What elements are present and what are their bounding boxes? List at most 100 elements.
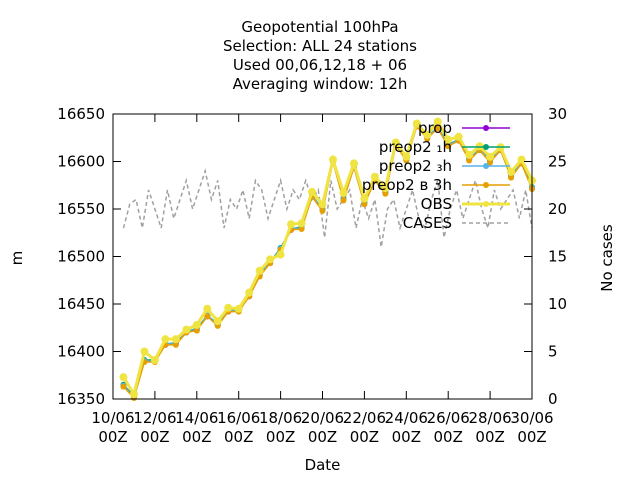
series-point — [412, 119, 421, 128]
series-point — [213, 317, 222, 326]
series-point — [204, 313, 211, 320]
x-tick-label: 10/06 — [91, 409, 134, 427]
series-point — [318, 200, 327, 209]
series-point — [255, 266, 264, 275]
legend-label: prop — [418, 119, 452, 137]
x-tick-label: 24/06 — [385, 409, 428, 427]
series-point — [339, 188, 348, 197]
series-point — [140, 347, 149, 356]
y2-tick-label: 0 — [548, 390, 558, 408]
series-point — [381, 184, 390, 193]
x-tick-sublabel: 00Z — [182, 428, 211, 446]
x-tick-label: 26/06 — [427, 409, 470, 427]
series-point — [465, 150, 474, 159]
x-tick-sublabel: 00Z — [517, 428, 546, 446]
legend-marker — [483, 201, 489, 207]
series-point — [182, 325, 191, 334]
x-tick-label: 18/06 — [259, 409, 302, 427]
series-point — [266, 255, 275, 264]
series-point — [319, 207, 326, 214]
series-point — [234, 304, 243, 313]
x-tick-label: 16/06 — [217, 409, 260, 427]
series-4 — [119, 117, 536, 399]
y2-tick-label: 10 — [548, 295, 567, 313]
y-tick-label: 16650 — [57, 105, 105, 123]
x-tick-sublabel: 00Z — [350, 428, 379, 446]
series-point — [454, 132, 463, 141]
series-0 — [120, 123, 535, 401]
legend-label: preop2 ₃h — [379, 157, 452, 175]
series-lines — [119, 117, 536, 402]
series-point — [349, 159, 358, 168]
series-point — [382, 190, 389, 197]
series-point — [298, 225, 305, 232]
series-point — [507, 167, 516, 176]
series-point — [150, 356, 159, 365]
y-tick-label: 16550 — [57, 200, 105, 218]
x-tick-sublabel: 00Z — [98, 428, 127, 446]
series-point — [119, 373, 128, 382]
legend-label: preop2 ₁h — [379, 138, 452, 156]
chart-title-line-2: Selection: ALL 24 stations — [223, 37, 417, 55]
x-tick-sublabel: 00Z — [224, 428, 253, 446]
series-point — [423, 130, 432, 139]
x-tick-sublabel: 00Z — [266, 428, 295, 446]
x-tick-label: 12/06 — [133, 409, 176, 427]
series-point — [287, 220, 296, 229]
x-tick-sublabel: 00Z — [434, 428, 463, 446]
series-point — [192, 320, 201, 329]
y-tick-label: 16450 — [57, 295, 105, 313]
series-point — [361, 201, 368, 208]
series-point — [129, 390, 138, 399]
legend-label: OBS — [421, 195, 452, 213]
x-tick-sublabel: 00Z — [392, 428, 421, 446]
series-2 — [120, 122, 535, 401]
series-line — [122, 124, 533, 400]
series-point — [466, 157, 473, 164]
x-tick-label: 20/06 — [301, 409, 344, 427]
y-axis-label: m — [8, 251, 26, 266]
series-3 — [120, 123, 535, 402]
series-point — [172, 341, 179, 348]
x-tick-label: 14/06 — [175, 409, 218, 427]
y-tick-label: 16600 — [57, 153, 105, 171]
series-point — [276, 250, 285, 259]
legend-label: preop2 ʙ 3h — [362, 176, 452, 194]
series-line — [122, 118, 534, 399]
series-point — [517, 155, 526, 164]
series-point — [486, 152, 495, 161]
y2-tick-label: 5 — [548, 343, 558, 361]
series-point — [203, 304, 212, 313]
series-point — [328, 155, 337, 164]
series-point — [370, 172, 379, 181]
chart-title-line-1: Geopotential 100hPa — [241, 18, 399, 36]
legend-marker — [483, 144, 489, 150]
series-point — [508, 174, 515, 181]
legend-marker — [483, 163, 489, 169]
axis-ticks: 16350 16400 16450 16500 16550 16600 16650 0 5 10 1… — [57, 105, 567, 446]
y2-axis-label: No cases — [598, 224, 616, 292]
legend-marker — [483, 125, 489, 131]
y-tick-label: 16500 — [57, 248, 105, 266]
legend-marker — [483, 182, 489, 188]
series-point — [360, 194, 369, 203]
series-1 — [120, 122, 535, 400]
series-point — [402, 152, 411, 161]
series-point — [487, 159, 494, 166]
x-tick-label: 28/06 — [468, 409, 511, 427]
x-tick-label: 30/06 — [510, 409, 553, 427]
series-point — [391, 138, 400, 147]
x-tick-label: 22/06 — [343, 409, 386, 427]
series-point — [444, 135, 453, 144]
y2-tick-label: 20 — [548, 200, 567, 218]
series-point — [245, 288, 254, 297]
legend-label: CASES — [403, 214, 452, 232]
chart-title-line-3: Used 00,06,12,18 + 06 — [232, 56, 408, 74]
y-tick-label: 16400 — [57, 343, 105, 361]
cases-series — [122, 168, 533, 248]
series-point — [161, 335, 170, 344]
x-tick-sublabel: 00Z — [308, 428, 337, 446]
series-point — [445, 143, 452, 150]
y2-tick-label: 30 — [548, 105, 567, 123]
